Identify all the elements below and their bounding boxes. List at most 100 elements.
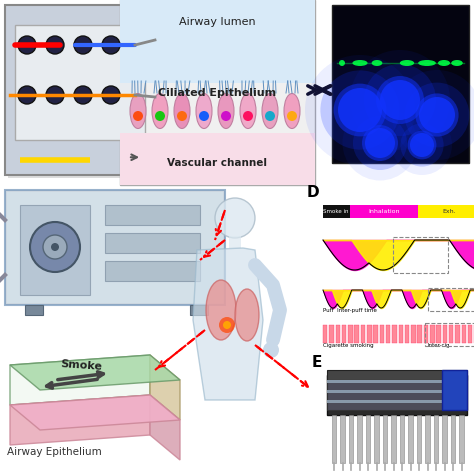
Polygon shape — [327, 375, 467, 415]
Ellipse shape — [400, 60, 414, 66]
Bar — [399, 325, 403, 343]
Circle shape — [18, 36, 36, 54]
Bar — [20, 205, 90, 295]
Text: Inter-cig: Inter-cig — [428, 343, 450, 348]
Bar — [190, 305, 208, 315]
Bar — [442, 370, 467, 410]
Polygon shape — [193, 248, 263, 400]
Bar — [374, 415, 379, 463]
Bar — [437, 325, 441, 343]
Ellipse shape — [235, 289, 259, 341]
Text: Airway lumen: Airway lumen — [179, 17, 256, 27]
Bar — [425, 323, 474, 346]
Circle shape — [343, 106, 418, 181]
Circle shape — [133, 111, 143, 121]
Ellipse shape — [152, 93, 168, 128]
Circle shape — [74, 36, 92, 54]
Circle shape — [243, 111, 253, 121]
Circle shape — [155, 111, 165, 121]
Circle shape — [392, 115, 452, 175]
Bar — [468, 325, 473, 343]
Circle shape — [365, 128, 395, 158]
Bar — [120, 0, 315, 83]
Circle shape — [320, 71, 400, 150]
Bar — [393, 237, 448, 273]
Circle shape — [287, 111, 297, 121]
Circle shape — [46, 36, 64, 54]
Text: Vascular channel: Vascular channel — [167, 158, 267, 168]
Ellipse shape — [438, 60, 450, 66]
Bar — [327, 400, 442, 403]
Circle shape — [221, 111, 231, 121]
Bar — [332, 5, 469, 163]
Bar — [361, 325, 365, 343]
Bar — [443, 415, 447, 463]
Circle shape — [74, 86, 92, 104]
Text: Cigarette smoking: Cigarette smoking — [323, 343, 374, 348]
Bar — [380, 325, 384, 343]
Ellipse shape — [206, 280, 236, 340]
Circle shape — [380, 80, 420, 120]
Text: Airway Epithelium: Airway Epithelium — [7, 447, 102, 457]
Bar — [332, 415, 337, 463]
Bar — [426, 415, 430, 463]
Circle shape — [401, 123, 444, 166]
Polygon shape — [10, 395, 150, 445]
Bar — [392, 415, 396, 463]
Ellipse shape — [130, 93, 146, 128]
Ellipse shape — [284, 93, 300, 128]
Bar — [105, 205, 200, 225]
Circle shape — [263, 342, 279, 358]
Bar — [105, 261, 200, 281]
Circle shape — [219, 317, 235, 333]
Circle shape — [338, 88, 382, 132]
Bar — [449, 325, 454, 343]
Bar — [374, 325, 378, 343]
Bar — [327, 370, 467, 380]
Circle shape — [419, 97, 455, 133]
Circle shape — [362, 125, 398, 161]
Circle shape — [415, 93, 459, 137]
Bar — [366, 415, 371, 463]
Circle shape — [305, 55, 415, 165]
Bar — [462, 325, 466, 343]
Bar — [327, 375, 467, 410]
Ellipse shape — [339, 60, 345, 66]
FancyBboxPatch shape — [5, 190, 225, 305]
Bar — [430, 325, 435, 343]
Circle shape — [18, 86, 36, 104]
Bar — [25, 305, 43, 315]
Bar — [327, 390, 442, 393]
Bar — [342, 325, 346, 343]
Text: Exh.: Exh. — [442, 209, 456, 214]
Circle shape — [30, 222, 80, 272]
Circle shape — [408, 131, 437, 159]
Text: E: E — [312, 355, 322, 370]
Bar — [434, 415, 438, 463]
Bar — [424, 325, 428, 343]
Circle shape — [102, 86, 120, 104]
Circle shape — [223, 321, 231, 329]
Bar — [456, 325, 460, 343]
Bar — [428, 288, 474, 311]
Bar — [229, 236, 241, 248]
Circle shape — [350, 50, 450, 150]
Bar — [120, 133, 315, 185]
Circle shape — [102, 36, 120, 54]
Text: Ciliated Epithelium: Ciliated Epithelium — [158, 88, 276, 98]
Circle shape — [334, 83, 386, 137]
Circle shape — [46, 86, 64, 104]
Bar — [400, 415, 404, 463]
Bar — [418, 205, 474, 218]
Polygon shape — [10, 355, 150, 405]
Ellipse shape — [418, 60, 436, 66]
Bar — [417, 415, 421, 463]
Ellipse shape — [372, 60, 383, 66]
Bar — [418, 325, 422, 343]
Ellipse shape — [262, 93, 278, 128]
Bar — [336, 325, 340, 343]
Circle shape — [199, 111, 209, 121]
Circle shape — [376, 76, 424, 124]
Polygon shape — [150, 395, 180, 460]
Circle shape — [405, 82, 469, 147]
